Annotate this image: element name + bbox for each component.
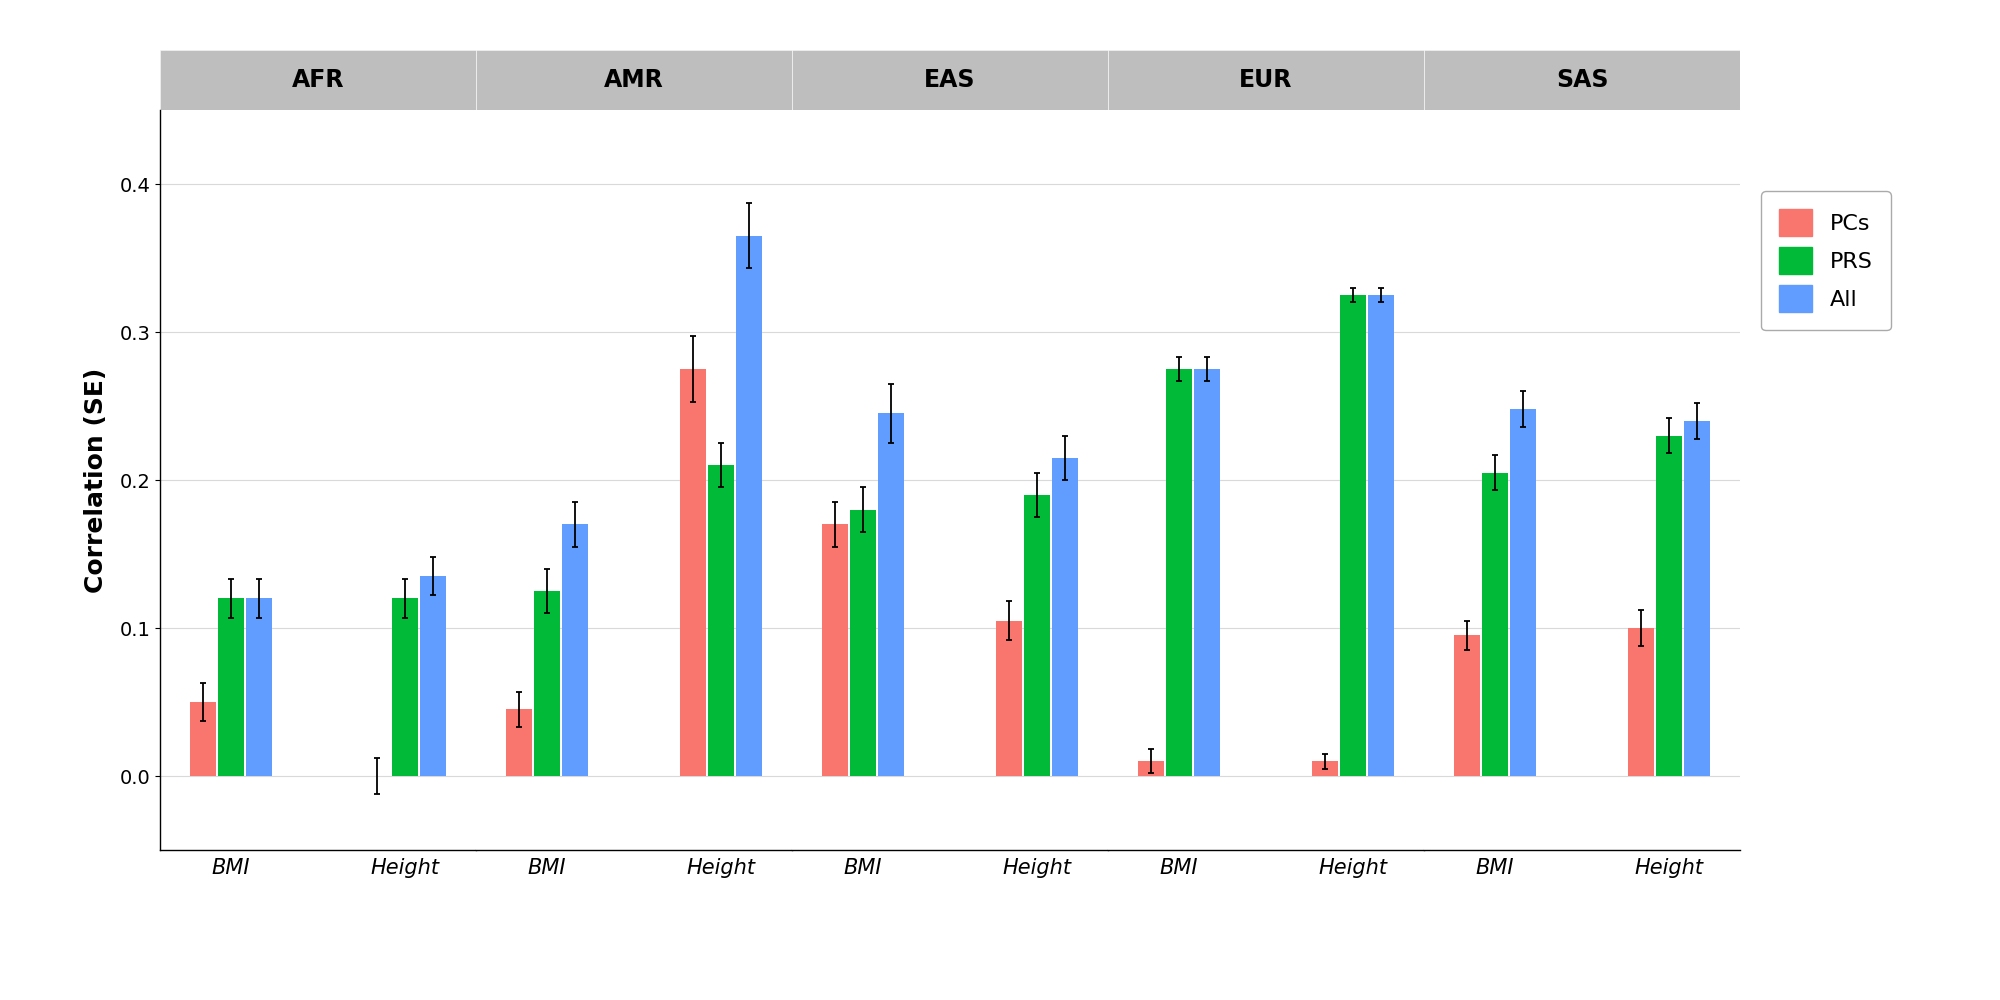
Bar: [1194, 369, 1220, 776]
Bar: [1454, 635, 1480, 776]
Bar: [1482, 473, 1508, 776]
Bar: [392, 598, 418, 776]
Bar: [1656, 436, 1682, 776]
Bar: [1368, 295, 1394, 776]
Y-axis label: Correlation (SE): Correlation (SE): [84, 367, 108, 593]
Bar: [708, 465, 734, 776]
Bar: [822, 524, 848, 776]
Text: EAS: EAS: [924, 68, 976, 92]
Bar: [1628, 628, 1654, 776]
Bar: [562, 524, 588, 776]
Text: EUR: EUR: [1240, 68, 1292, 92]
Bar: [850, 510, 876, 776]
Bar: [534, 591, 560, 776]
Bar: [1684, 421, 1710, 776]
Bar: [218, 598, 244, 776]
Bar: [878, 413, 904, 776]
Legend: PCs, PRS, All: PCs, PRS, All: [1762, 191, 1890, 330]
Bar: [190, 702, 216, 776]
Bar: [680, 369, 706, 776]
Text: SAS: SAS: [1556, 68, 1608, 92]
Text: AMR: AMR: [604, 68, 664, 92]
Bar: [1166, 369, 1192, 776]
Bar: [1138, 761, 1164, 776]
Bar: [996, 621, 1022, 776]
Bar: [1024, 495, 1050, 776]
Bar: [1052, 458, 1078, 776]
Bar: [246, 598, 272, 776]
Bar: [1312, 761, 1338, 776]
Bar: [1340, 295, 1366, 776]
Bar: [506, 709, 532, 776]
Bar: [736, 236, 762, 776]
Bar: [1510, 409, 1536, 776]
Bar: [420, 576, 446, 776]
Text: AFR: AFR: [292, 68, 344, 92]
